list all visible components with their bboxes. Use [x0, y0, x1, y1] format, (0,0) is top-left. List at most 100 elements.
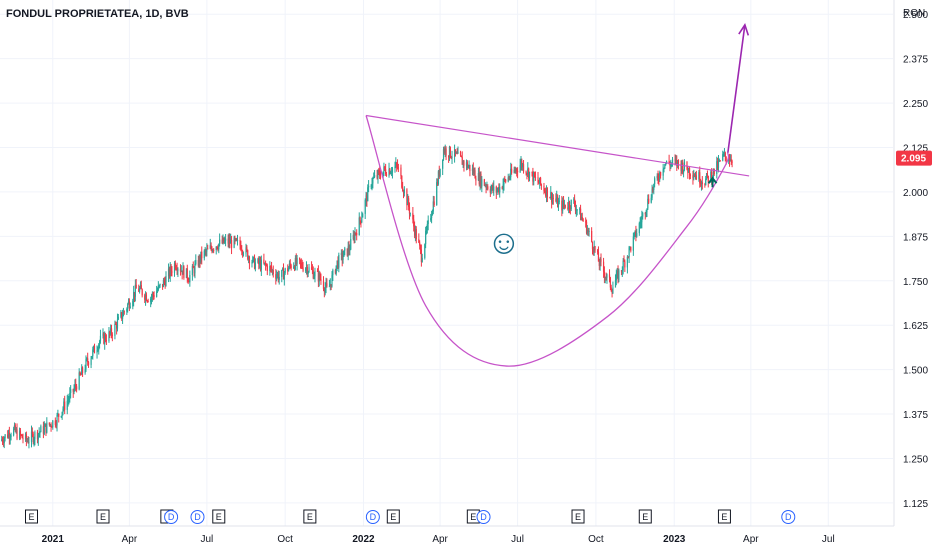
- dividend-marker: [781, 510, 796, 524]
- candle-body: [1, 439, 3, 441]
- earnings-marker: [24, 509, 38, 524]
- last-price-tag: 2.095: [896, 150, 932, 166]
- candle-body: [246, 247, 248, 251]
- time-tick-label: Apr: [432, 534, 448, 545]
- price-axis[interactable]: 2.500 2.375 2.250 2.125 2.000 1.875 1.750 1.625…: [903, 10, 928, 510]
- candle-body: [326, 283, 328, 287]
- dividend-marker-label: D: [168, 512, 175, 522]
- candle-body: [185, 268, 188, 278]
- candle-body: [276, 273, 279, 276]
- candle-body: [433, 201, 435, 205]
- candle-body: [8, 432, 10, 439]
- candle-body: [365, 195, 367, 201]
- price-tick-label: 1.625: [903, 321, 928, 332]
- candle-body: [671, 159, 674, 164]
- candle-body: [641, 216, 643, 223]
- candle-body: [593, 246, 595, 253]
- candle-body: [72, 389, 74, 392]
- candle-body: [419, 242, 421, 246]
- candle-body: [22, 437, 24, 440]
- candle-body: [318, 273, 320, 282]
- candle-body: [716, 161, 718, 175]
- candle-body: [370, 185, 372, 187]
- candle-body: [568, 201, 571, 209]
- candle-body: [573, 199, 575, 201]
- candle-body: [419, 245, 422, 250]
- last-price-background: [896, 150, 932, 166]
- candle-body: [150, 298, 152, 302]
- candle-body: [162, 280, 165, 288]
- candle-body: [270, 267, 273, 271]
- candle-body: [27, 440, 29, 443]
- candle-body: [150, 297, 153, 299]
- candle-body: [653, 184, 655, 191]
- candle-body: [379, 175, 382, 178]
- candle-body: [598, 261, 600, 266]
- candle-body: [516, 170, 519, 173]
- candle-body: [264, 262, 266, 264]
- time-axis[interactable]: 2021 Apr Jul Oct 2022 Apr Jul Oct 2023 Apr Jul: [42, 534, 835, 545]
- candle-body: [656, 175, 658, 179]
- cup-curve: [365, 115, 730, 367]
- candle-body: [457, 151, 459, 154]
- candle-body: [187, 278, 189, 282]
- candle-body: [689, 174, 691, 176]
- candle-body: [287, 267, 290, 272]
- candle-body: [102, 333, 104, 336]
- candle-body: [116, 324, 118, 329]
- candle-body: [336, 260, 338, 266]
- candle-body: [99, 341, 101, 345]
- candle-body: [621, 270, 623, 272]
- candle-body: [620, 270, 623, 272]
- candle-body: [191, 265, 193, 276]
- candle-body: [174, 263, 176, 269]
- candle-body: [310, 267, 313, 270]
- candle-body: [307, 271, 309, 275]
- candle-body: [522, 164, 524, 168]
- candle-body: [115, 323, 117, 325]
- candle-body: [717, 160, 720, 168]
- candle-body: [319, 273, 321, 280]
- candle-body: [295, 257, 297, 265]
- candle-body: [188, 281, 190, 283]
- candle-body: [675, 159, 677, 161]
- candle-body: [414, 229, 417, 236]
- candle-body: [467, 166, 469, 169]
- candle-body: [289, 263, 291, 266]
- candle-body: [305, 267, 308, 269]
- candle-body: [427, 220, 429, 225]
- candle-body: [646, 208, 648, 212]
- candle-body: [603, 271, 606, 278]
- candle-body: [317, 271, 319, 282]
- candle-body: [248, 257, 251, 264]
- candle-body: [481, 179, 483, 187]
- candle-body: [570, 199, 572, 210]
- candle-body: [127, 304, 129, 309]
- candle-body: [698, 172, 700, 180]
- candle-body: [680, 163, 682, 171]
- candle-body: [521, 161, 523, 168]
- price-tick-label: 1.250: [903, 454, 928, 465]
- candle-body: [638, 223, 640, 234]
- earnings-marker: [96, 509, 110, 524]
- candle-body: [634, 230, 636, 234]
- event-markers: EEEDDEEDEEDEEED: [24, 509, 796, 524]
- candle-body: [438, 171, 440, 177]
- candle-body: [234, 237, 236, 241]
- candle-body: [413, 226, 416, 236]
- candle-body: [171, 271, 173, 273]
- dividend-marker: [476, 510, 491, 524]
- candle-body: [664, 164, 666, 168]
- candle-body: [284, 268, 286, 273]
- candle-body: [253, 257, 256, 269]
- candle-body: [312, 270, 314, 279]
- candle-body: [371, 183, 373, 186]
- candle-body: [109, 331, 111, 334]
- dividend-marker-label: D: [194, 512, 201, 522]
- candle-body: [585, 221, 587, 223]
- candle-body: [58, 413, 60, 417]
- price-tick-label: 2.000: [903, 188, 928, 199]
- candle-body: [361, 217, 363, 223]
- candle-body: [1, 439, 4, 442]
